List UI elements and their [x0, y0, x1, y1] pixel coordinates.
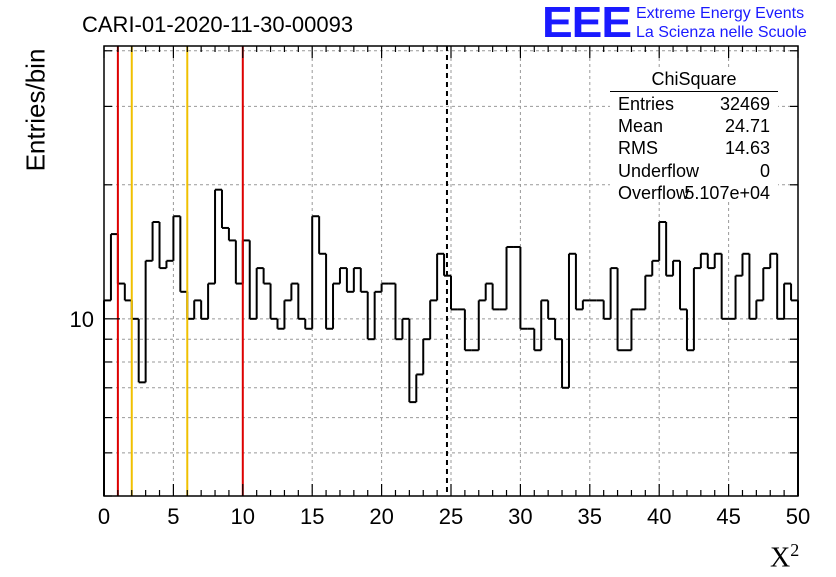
vertical-lines-layer [116, 46, 448, 496]
x-tick-label: 5 [167, 504, 179, 529]
x-tick-label: 0 [98, 504, 110, 529]
run-title: CARI-01-2020-11-30-00093 [82, 12, 354, 37]
x-axis-label-base: X [770, 542, 791, 574]
tick-labels-layer: 0 5 10 15 20 25 30 35 40 45 50 10 [70, 307, 811, 529]
stats-value: 0 [759, 161, 770, 181]
logo-tagline-2: La Scienza nelle Scuole [636, 24, 807, 41]
x-tick-label: 30 [508, 504, 532, 529]
x-tick-label: 15 [300, 504, 324, 529]
eee-logo: EEE Extreme Energy Events La Scienza nel… [542, 0, 834, 47]
stats-row-overflow: Overflow 5.107e+04 [618, 182, 770, 204]
x-axis-label: X2 [770, 540, 799, 574]
stats-label: Mean [618, 116, 664, 136]
stats-value: 14.63 [724, 138, 770, 158]
x-tick-label: 20 [369, 504, 393, 529]
stats-title-underline [610, 91, 778, 92]
stats-label: Overflow [618, 183, 690, 203]
x-tick-label: 45 [716, 504, 740, 529]
eee-logo-mark: EEE [542, 0, 632, 47]
stats-value: 5.107e+04 [684, 183, 770, 203]
x-tick-label: 10 [231, 504, 255, 529]
stats-row-underflow: Underflow 0 [618, 160, 770, 182]
y-axis-label: Entries/bin [20, 48, 51, 172]
stats-label: RMS [618, 138, 658, 158]
stats-row-entries: Entries 32469 [618, 93, 770, 115]
x-axis-label-superscript: 2 [790, 540, 800, 560]
stats-value: 24.71 [724, 116, 770, 136]
stats-row-mean: Mean 24.71 [618, 115, 770, 137]
stats-title: ChiSquare [651, 69, 737, 89]
axes-layer [103, 45, 799, 497]
x-tick-label: 40 [647, 504, 671, 529]
stats-label: Entries [618, 94, 675, 114]
stats-label: Underflow [618, 161, 700, 181]
logo-tagline-1: Extreme Energy Events [636, 5, 805, 22]
stats-value: 32469 [719, 94, 770, 114]
x-tick-label: 50 [786, 504, 810, 529]
y-tick-label: 10 [70, 307, 94, 332]
statistics-box: ChiSquare Entries 32469 Mean 24.71 RMS 1… [610, 68, 778, 204]
stats-row-rms: RMS 14.63 [618, 137, 770, 159]
x-tick-label: 25 [439, 504, 463, 529]
x-tick-label: 35 [578, 504, 602, 529]
